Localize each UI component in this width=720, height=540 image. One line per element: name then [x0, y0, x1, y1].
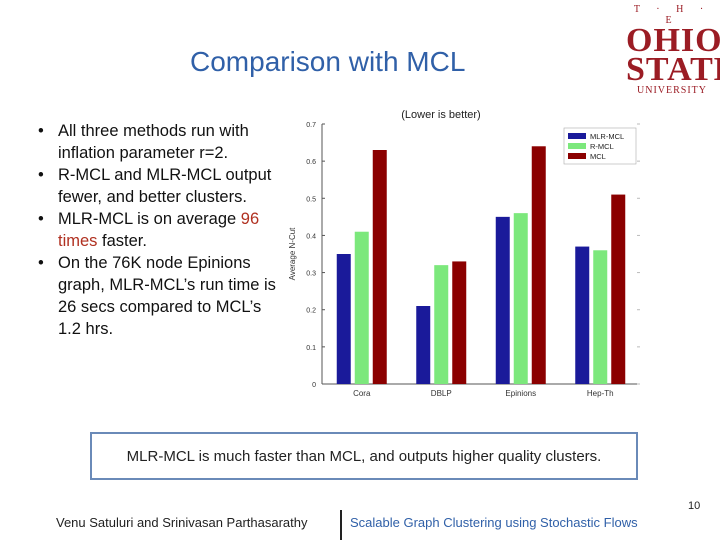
legend-label: R-MCL	[590, 142, 614, 151]
bullet-item: R-MCL and MLR-MCL output fewer, and bett…	[38, 164, 288, 208]
bar-mlr-mcl-epinions	[495, 216, 510, 384]
bar-r-mcl-hep-th	[593, 250, 608, 384]
footer-divider	[340, 510, 342, 540]
x-tick-label: DBLP	[431, 389, 452, 398]
slide-title: Comparison with MCL	[190, 46, 466, 77]
legend-swatch-r-mcl	[568, 143, 586, 149]
logo-the: T · H · E	[633, 4, 711, 26]
bullet-item: All three methods run with inflation par…	[38, 120, 288, 164]
logo-ohio: OHIO	[626, 22, 720, 59]
y-tick-label: 0.2	[306, 308, 316, 315]
bar-r-mcl-cora	[354, 231, 369, 384]
bar-mcl-hep-th	[611, 194, 626, 384]
bar-r-mcl-epinions	[513, 213, 528, 384]
bar-r-mcl-dblp	[434, 265, 449, 384]
bar-mcl-dblp	[452, 261, 467, 384]
legend-label: MLR-MCL	[590, 132, 624, 141]
bar-mcl-epinions	[531, 146, 546, 384]
footer-talk-title: Scalable Graph Clustering using Stochast…	[350, 515, 638, 530]
y-tick-label: 0.7	[306, 122, 316, 129]
y-tick-label: 0.1	[306, 345, 316, 352]
y-tick-label: 0.3	[306, 271, 316, 278]
logo-state: STATE	[626, 51, 720, 88]
y-tick-label: 0.6	[306, 159, 316, 166]
ncut-bar-chart: (Lower is better) 0 0.1 0.2 0.3 0.4 0.5 0.6 0.7 A…	[288, 109, 640, 398]
university-logo: T · H · E OHIO STATE UNIVERSITY	[626, 2, 720, 96]
legend-swatch-mcl	[568, 153, 586, 159]
bullet-text: MLR-MCL is on average	[58, 210, 241, 228]
bullet-item: On the 76K node Epinions graph, MLR-MCL’…	[38, 252, 288, 340]
bar-mcl-cora	[372, 150, 387, 384]
bullet-list: All three methods run with inflation par…	[38, 120, 288, 340]
bar-mlr-mcl-dblp	[416, 306, 431, 384]
footer-authors: Venu Satuluri and Srinivasan Parthasarat…	[56, 515, 308, 530]
page-number: 10	[688, 500, 701, 512]
bar-mlr-mcl-hep-th	[575, 246, 590, 384]
bullet-text: faster.	[97, 232, 147, 250]
conclusion-callout: MLR-MCL is much faster than MCL, and out…	[90, 432, 638, 480]
legend-label: MCL	[590, 152, 606, 161]
y-tick-label: 0	[312, 382, 316, 389]
x-tick-label: Hep-Th	[587, 389, 614, 398]
legend-swatch-mlr-mcl	[568, 133, 586, 139]
y-tick-label: 0.5	[306, 196, 316, 203]
x-tick-label: Epinions	[505, 389, 536, 398]
bullet-item: MLR-MCL is on average 96 times faster.	[38, 208, 288, 252]
y-tick-label: 0.4	[306, 233, 316, 240]
y-axis-label: Average N-Cut	[288, 227, 297, 281]
chart-title: (Lower is better)	[401, 109, 480, 121]
bar-mlr-mcl-cora	[336, 254, 351, 384]
logo-university: UNIVERSITY	[637, 85, 707, 96]
speedup-highlight: 96 times	[58, 210, 260, 250]
x-tick-label: Cora	[353, 389, 371, 398]
